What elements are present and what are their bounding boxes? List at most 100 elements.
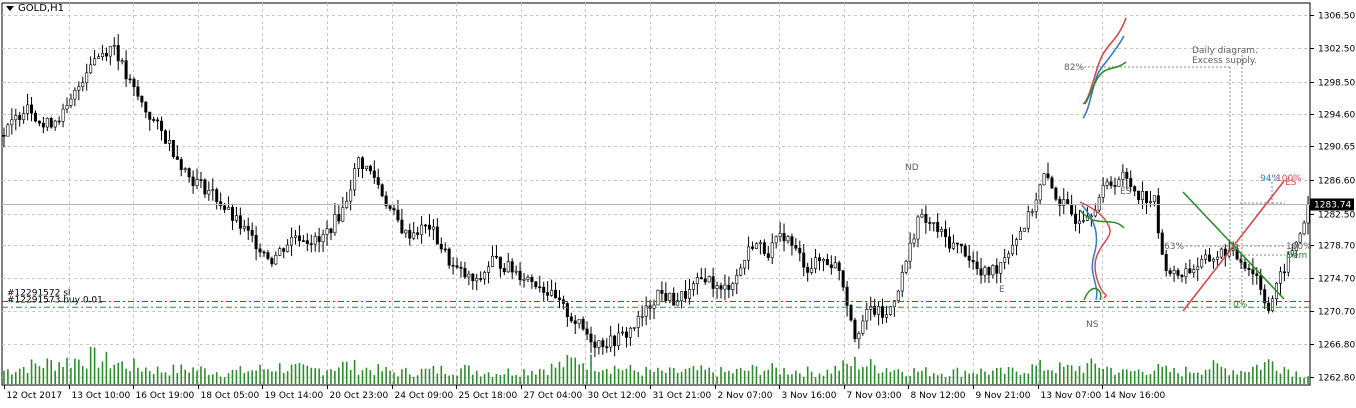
candle-body: [97, 56, 101, 60]
candle-body: [171, 140, 175, 157]
candle-body: [467, 273, 471, 278]
candle-body: [93, 58, 97, 66]
candle-body: [1306, 203, 1310, 224]
candle-body: [341, 207, 345, 222]
symbol-title[interactable]: GOLD,H1: [6, 3, 64, 14]
pct-0-label: 0%: [1233, 300, 1248, 310]
candle-body: [1137, 190, 1141, 200]
candle-body: [321, 234, 325, 243]
candle-body: [1259, 275, 1263, 290]
candle-body: [1050, 177, 1054, 189]
candle-body: [1251, 269, 1255, 275]
candle-body: [424, 224, 428, 227]
candle-body: [593, 341, 597, 348]
candle-body: [1180, 275, 1184, 277]
candle-body: [624, 331, 628, 338]
candle-body: [483, 272, 487, 280]
candle-body: [908, 242, 912, 262]
candle-body: [924, 214, 928, 223]
candle-body: [1148, 201, 1152, 204]
sl-order-label: #12291572 sl: [7, 288, 70, 298]
candle-body: [597, 340, 601, 348]
x-tick-label: 7 Nov 03:00: [847, 391, 902, 401]
candle-body: [1014, 239, 1018, 246]
candle-body: [1247, 268, 1251, 270]
candle-body: [37, 120, 41, 124]
candle-body: [65, 105, 69, 110]
candle-body: [294, 235, 298, 238]
candle-body: [802, 252, 806, 268]
candle-body: [120, 60, 124, 62]
candle-body: [530, 277, 534, 282]
candle-body: [636, 316, 640, 328]
candle-body: [672, 292, 676, 306]
x-tick-label: 8 Nov 12:00: [911, 391, 966, 401]
candle-body: [577, 319, 581, 324]
candle-body: [825, 259, 829, 266]
e-marker: E: [999, 285, 1005, 295]
candle-body: [1290, 250, 1294, 255]
candle-body: [89, 64, 93, 74]
candle-body: [640, 315, 644, 318]
candle-body: [1133, 186, 1137, 192]
candle-body: [538, 286, 542, 289]
candle-body: [687, 289, 691, 299]
candle-body: [676, 300, 680, 306]
candle-body: [274, 255, 278, 265]
candle-body: [628, 327, 632, 338]
candle-body: [223, 205, 227, 210]
chevron-down-icon[interactable]: [6, 6, 14, 11]
candle-body: [1200, 259, 1204, 268]
candle-body: [884, 314, 888, 318]
x-tick-label: 2 Nov 07:00: [718, 391, 773, 401]
candle-body: [1062, 199, 1066, 206]
x-tick-label: 16 Oct 19:00: [136, 391, 195, 401]
candle-body: [711, 276, 715, 289]
candle-body: [124, 60, 128, 80]
candle-body: [810, 268, 814, 273]
candle-body: [1188, 268, 1192, 273]
pct-100-top-label: 100%: [1276, 174, 1302, 184]
pct-63-label: 63%: [1164, 242, 1184, 252]
candle-body: [22, 113, 26, 120]
candle-body: [116, 44, 120, 62]
candle-body: [254, 235, 258, 250]
candle-body: [357, 157, 361, 169]
candle-body: [1145, 191, 1149, 204]
y-tick-label: 1294.60: [1318, 111, 1355, 121]
candle-body: [743, 260, 747, 269]
candle-body: [1172, 270, 1176, 274]
candle-body: [183, 168, 187, 171]
candle-body: [814, 257, 818, 269]
candle-body: [762, 242, 766, 254]
candle-body: [857, 333, 861, 340]
candle-body: [845, 286, 849, 306]
candle-body: [948, 236, 952, 249]
candle-body: [617, 332, 621, 346]
candle-body: [1286, 254, 1290, 273]
x-tick-label: 13 Nov 07:00: [1041, 391, 1102, 401]
candle-body: [1105, 181, 1109, 186]
candle-body: [498, 256, 502, 269]
candle-body: [514, 270, 518, 273]
candle-body: [396, 209, 400, 221]
candle-body: [73, 89, 77, 100]
x-tick-label: 31 Oct 21:00: [653, 391, 712, 401]
candle-body: [475, 278, 479, 282]
x-tick-label: 9 Nov 21:00: [976, 391, 1031, 401]
candle-body: [798, 247, 802, 254]
candle-body: [849, 305, 853, 321]
candle-body: [286, 244, 290, 252]
candle-body: [573, 320, 577, 324]
candle-body: [1196, 266, 1200, 270]
candle-body: [1046, 173, 1050, 179]
candle-body: [199, 179, 203, 181]
pct-100-label: 100%: [1286, 242, 1312, 252]
candle-body: [234, 215, 238, 221]
candle-body: [751, 246, 755, 249]
candle-body: [806, 266, 810, 273]
candle-body: [971, 259, 975, 263]
candle-body: [664, 293, 668, 301]
